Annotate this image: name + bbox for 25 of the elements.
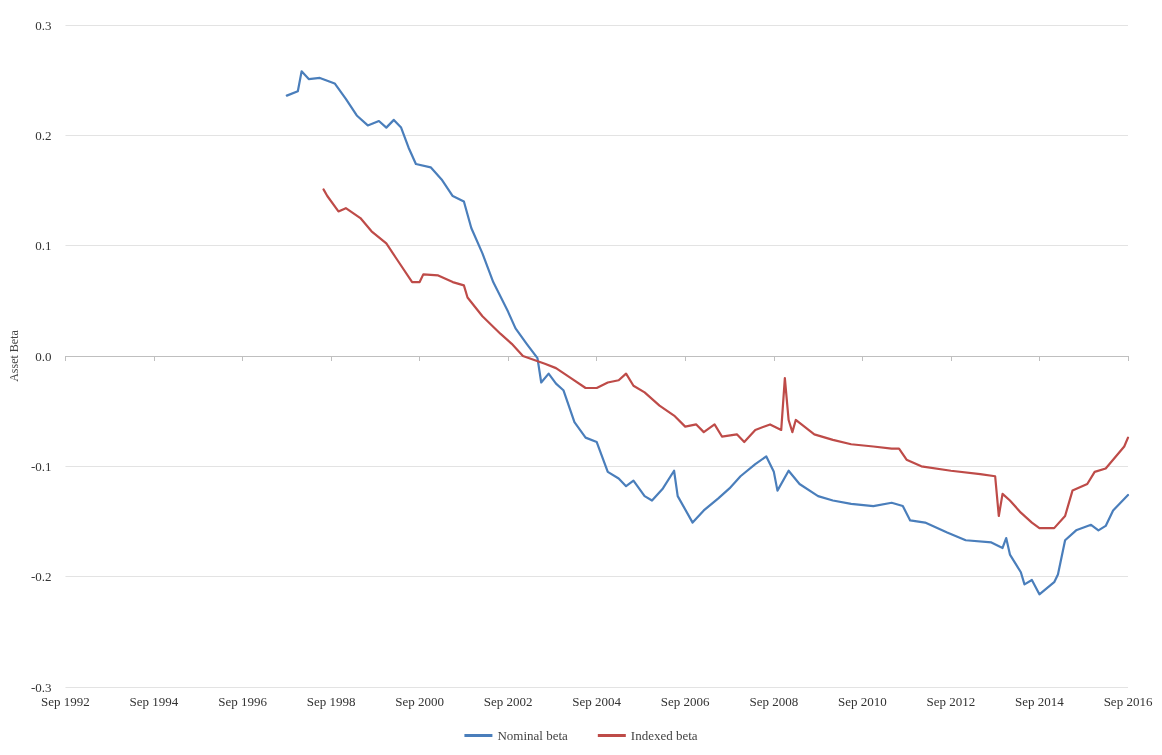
y-tick-label: -0.3 [30,679,52,695]
x-tick-label: Sep 1996 [218,694,268,709]
legend-label: Indexed beta [630,728,698,743]
x-tick-label: Sep 2012 [926,694,976,709]
y-axis-title: Asset Beta [7,329,21,382]
x-tick-label: Sep 2002 [483,694,533,709]
x-tick-label: Sep 2014 [1015,694,1065,709]
y-tick-label: 0.2 [35,127,52,143]
x-tick-label: Sep 2004 [572,694,622,709]
line-series [322,188,1130,530]
x-tick-label: Sep 1998 [306,694,356,709]
y-tick-label: -0.1 [30,458,52,474]
x-tick-label: Sep 2008 [749,694,799,709]
x-tick-label: Sep 1994 [129,694,179,709]
y-tick-label: 0.0 [35,348,52,364]
y-tick-label: -0.2 [30,569,52,585]
x-tick-label: Sep 1992 [41,694,90,709]
x-tick-label: Sep 2010 [837,694,887,709]
y-tick-label: 0.3 [35,17,52,33]
x-tick-label: Sep 2000 [395,694,445,709]
x-tick-label: Sep 2016 [1103,694,1153,709]
y-tick-label: 0.1 [35,238,52,254]
legend-label: Nominal beta [497,728,569,743]
x-tick-label: Sep 2006 [660,694,711,709]
line-series [285,70,1130,596]
